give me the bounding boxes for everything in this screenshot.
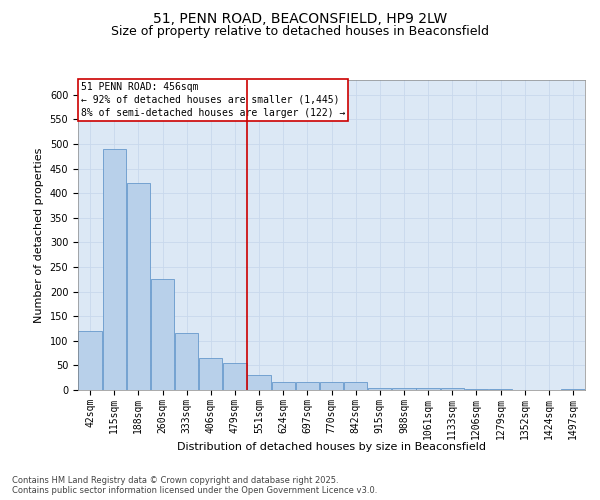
Bar: [464, 389, 488, 390]
Text: Size of property relative to detached houses in Beaconsfield: Size of property relative to detached ho…: [111, 24, 489, 38]
Bar: [272, 382, 295, 390]
Bar: [561, 389, 584, 390]
Bar: [296, 382, 319, 390]
Y-axis label: Number of detached properties: Number of detached properties: [34, 148, 44, 322]
X-axis label: Distribution of detached houses by size in Beaconsfield: Distribution of detached houses by size …: [177, 442, 486, 452]
Bar: [199, 358, 223, 390]
Text: 51 PENN ROAD: 456sqm
← 92% of detached houses are smaller (1,445)
8% of semi-det: 51 PENN ROAD: 456sqm ← 92% of detached h…: [80, 82, 345, 118]
Bar: [416, 388, 440, 390]
Bar: [344, 382, 367, 390]
Bar: [368, 388, 391, 390]
Bar: [223, 363, 247, 390]
Bar: [440, 388, 464, 390]
Bar: [247, 375, 271, 390]
Bar: [103, 149, 126, 390]
Bar: [79, 331, 102, 390]
Bar: [151, 280, 174, 390]
Text: 51, PENN ROAD, BEACONSFIELD, HP9 2LW: 51, PENN ROAD, BEACONSFIELD, HP9 2LW: [153, 12, 447, 26]
Text: Contains HM Land Registry data © Crown copyright and database right 2025.
Contai: Contains HM Land Registry data © Crown c…: [12, 476, 377, 495]
Bar: [175, 334, 199, 390]
Bar: [320, 382, 343, 390]
Bar: [489, 389, 512, 390]
Bar: [127, 184, 150, 390]
Bar: [392, 388, 416, 390]
